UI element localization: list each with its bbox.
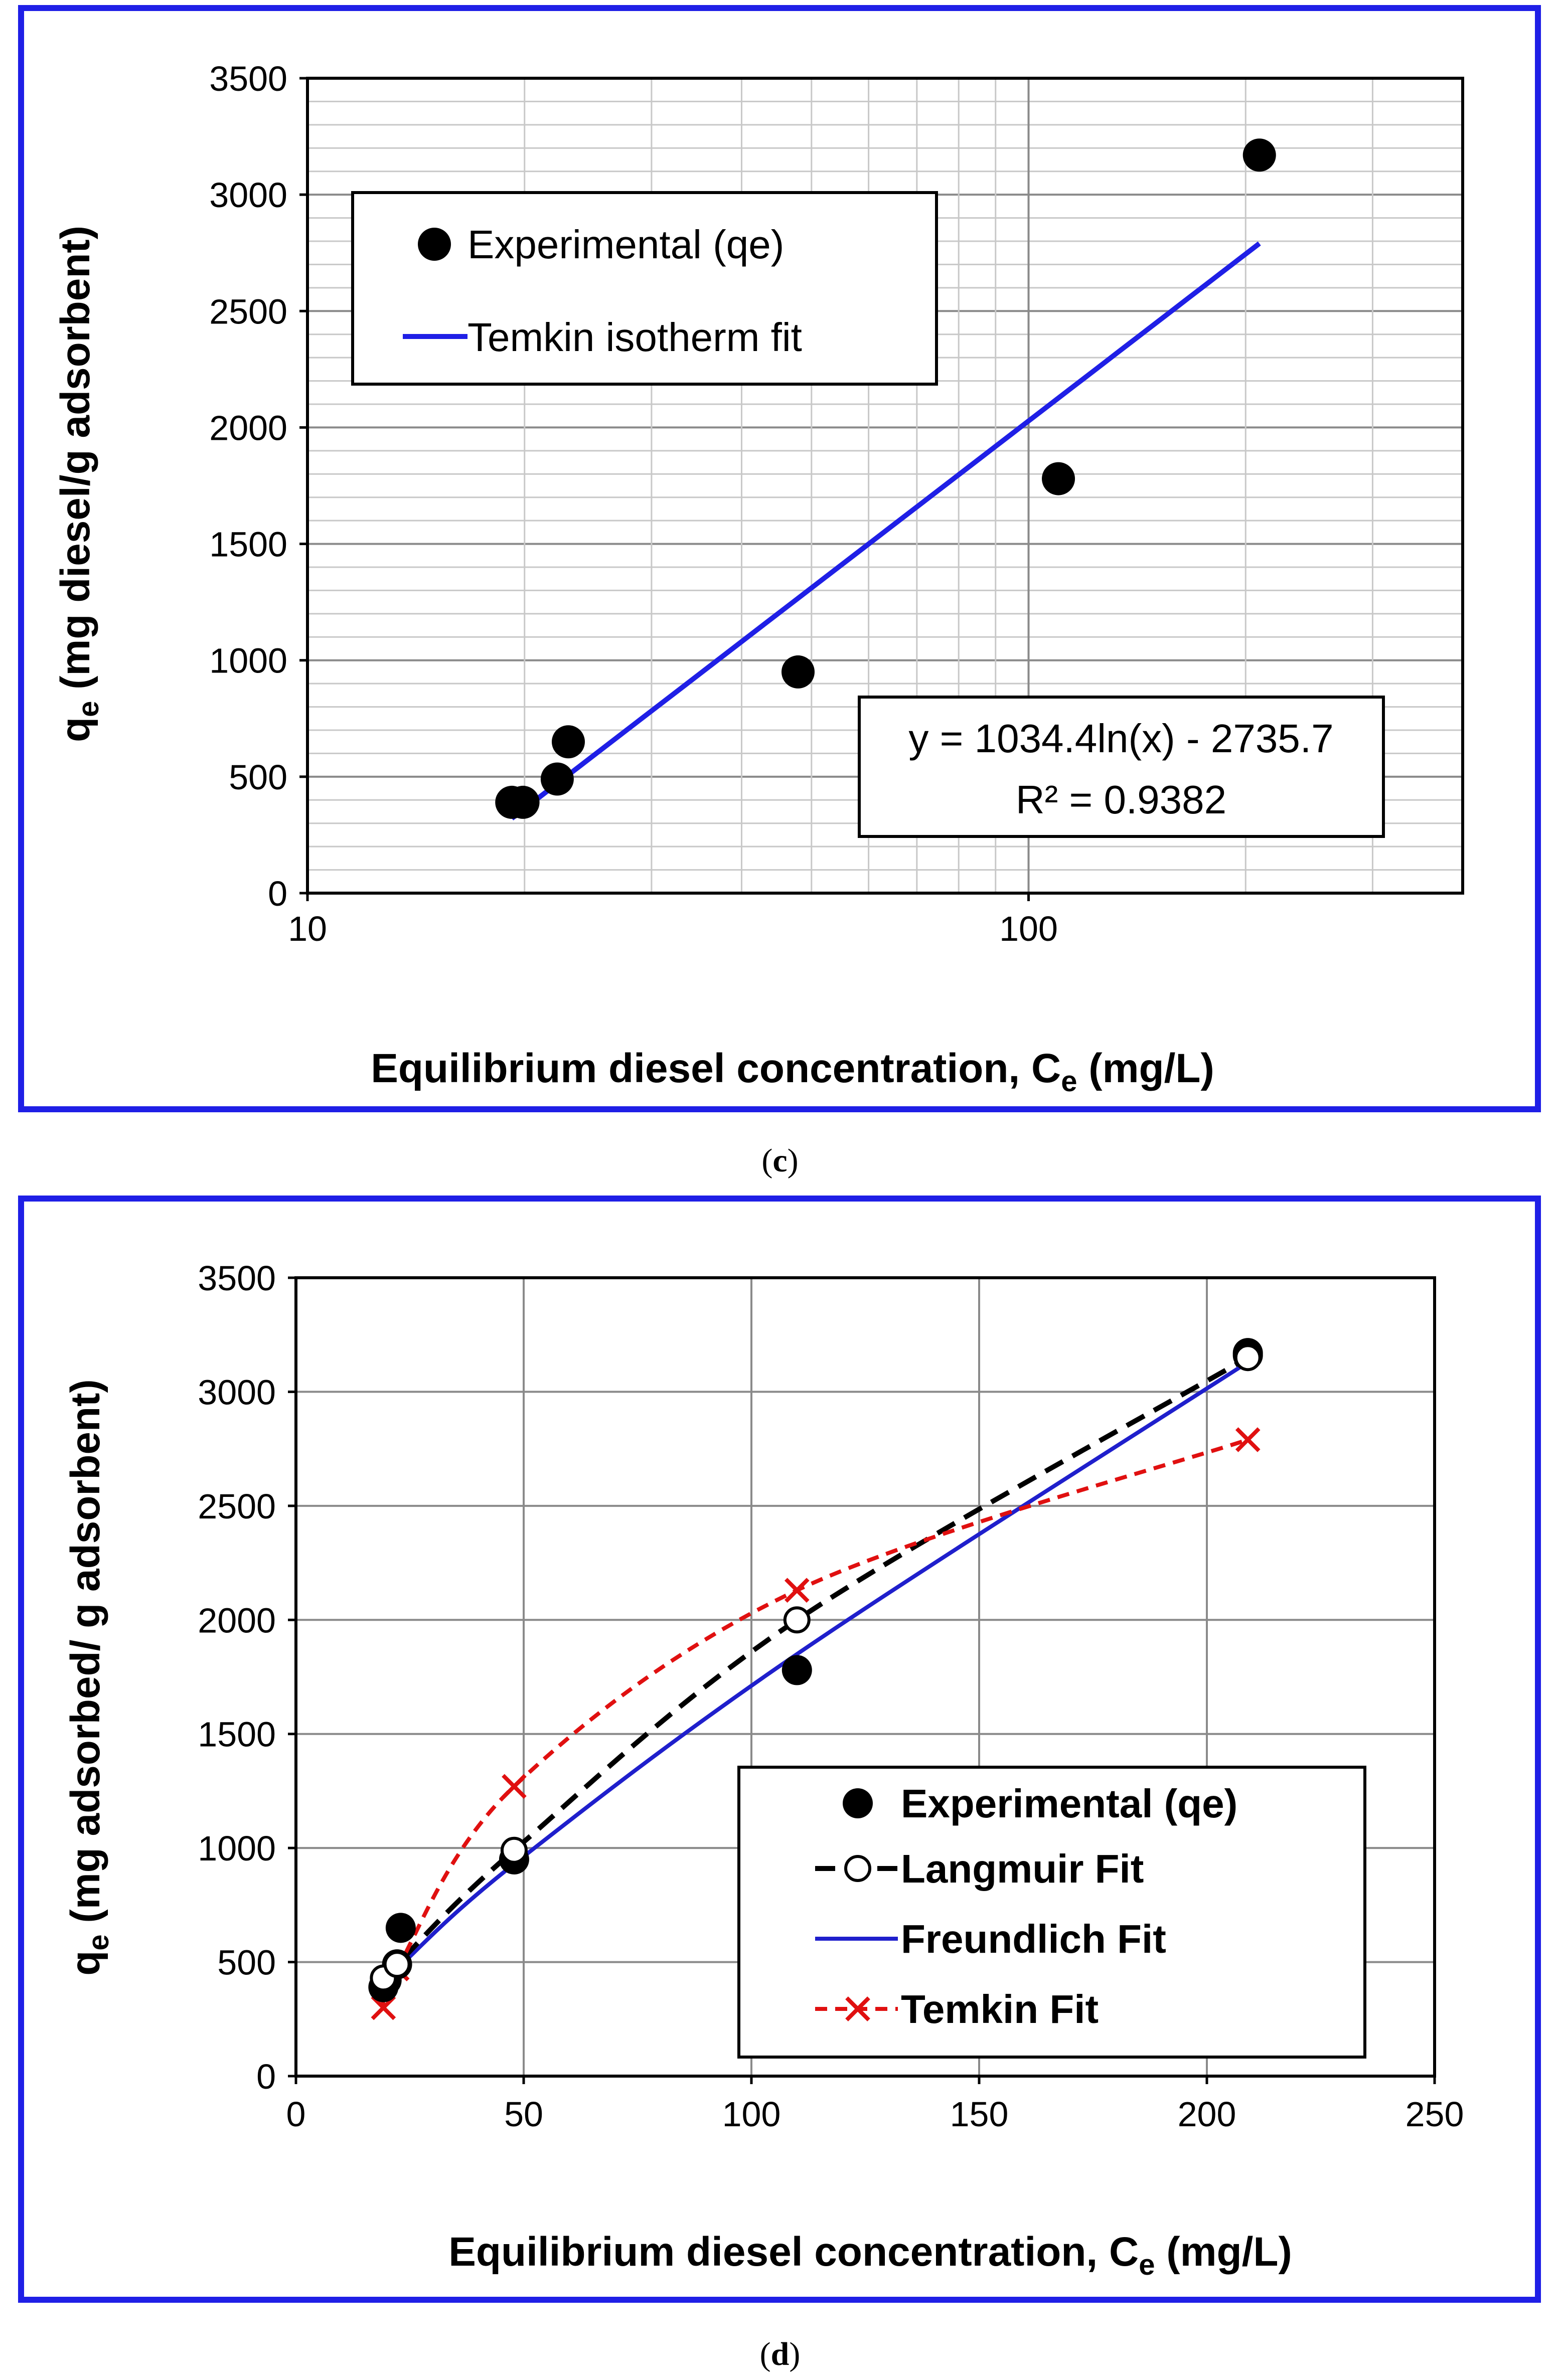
panel-c-y-ticks: 0 500 1000 1500 2000 2500 3000 3500 [209,59,307,913]
y-tick-label: 0 [268,874,287,913]
experimental-point [506,785,540,819]
temkin-fit-line [510,241,1261,820]
y-tick-label: 1500 [198,1715,276,1754]
y-tick-label: 3000 [198,1373,276,1412]
legend-d-langmuir-marker [844,1855,871,1882]
panel-d-y-axis-label: qe (mg adsorbed/ g adsorbent) [63,1379,115,1975]
legend-temkin-label: Temkin isotherm fit [467,315,802,360]
y-tick-label: 3500 [209,59,287,98]
equation-text: y = 1034.4ln(x) - 2735.7 [908,716,1333,761]
legend-experimental-label: Experimental (qe) [467,222,784,267]
y-tick-label: 500 [229,758,287,797]
caption-c: (c) [761,1142,798,1179]
r-squared-text: R² = 0.9382 [1016,777,1226,822]
langmuir-point [383,1951,411,1978]
temkin-point [784,1578,810,1603]
y-tick-label: 3000 [209,176,287,215]
panel-c-marks [495,138,1276,820]
langmuir-point [1234,1344,1262,1372]
panel-c-y-axis-label: qe (mg diesel/g adsorbent) [53,226,105,742]
x-tick-label: 150 [950,2095,1009,2134]
legend-d-temkin-label: Temkin Fit [901,1987,1099,2031]
panel-d-frame [18,1196,1541,2303]
experimental-point [781,655,815,689]
y-tick-label: 2500 [198,1487,276,1526]
panel-c-x-axis-label: Equilibrium diesel concentration, Ce (mg… [371,1046,1214,1098]
experimental-point [540,762,574,796]
y-tick-label: 2000 [198,1601,276,1640]
temkin-fit-line [381,1438,1249,2008]
panel-d-marks [368,1338,1263,2020]
panel-c-x-ticks: 10 100 [288,893,1058,948]
panel-c-equation: y = 1034.4ln(x) - 2735.7 R² = 0.9382 [858,696,1385,838]
x-tick-label: 250 [1406,2095,1464,2134]
temkin-point [1235,1427,1261,1452]
panel-d-x-ticks: 0 50 100 150 200 250 [286,2076,1464,2134]
experimental-point [1242,138,1276,172]
legend-d-freundlich-label: Freundlich Fit [901,1917,1166,1961]
x-tick-label: 10 [288,909,327,948]
experimental-point [551,725,585,759]
x-tick-label: 50 [504,2095,543,2134]
panel-d: 0 500 1000 1500 2000 2500 3000 3500 0 50 100 150 20… [18,1196,1541,2303]
panel-d-x-axis-label: Equilibrium diesel concentration, Ce (mg… [448,2229,1292,2281]
x-tick-label: 200 [1178,2095,1236,2134]
panel-c: 0 500 1000 1500 2000 2500 3000 3500 10 100 Exper… [18,5,1541,1112]
y-tick-label: 0 [256,2057,276,2096]
caption-d: (d) [760,2336,801,2372]
y-tick-label: 1500 [209,525,287,564]
panel-d-y-ticks: 0 500 1000 1500 2000 2500 3000 3500 [198,1259,296,2096]
y-tick-label: 1000 [209,641,287,681]
legend-d-experimental-label: Experimental (qe) [901,1781,1237,1826]
x-tick-label: 0 [286,2095,306,2134]
legend-d-temkin-marker [845,1996,870,2021]
panel-d-plot-area [294,1276,1436,2078]
experimental-point [782,1655,812,1685]
langmuir-fit-line [380,1355,1250,1981]
experimental-point [1042,462,1075,495]
temkin-point [502,1774,527,1799]
y-tick-label: 1000 [198,1829,276,1868]
legend-d-langmuir-label: Langmuir Fit [901,1846,1144,1891]
x-tick-label: 100 [999,909,1058,948]
panel-c-plot-area [306,77,1464,895]
langmuir-point [783,1606,811,1634]
experimental-point [385,1913,416,1943]
langmuir-point [500,1836,528,1864]
y-tick-label: 3500 [198,1259,276,1298]
panel-c-legend-box [351,191,938,386]
y-tick-label: 2500 [209,292,287,331]
panel-c-equation-box [858,696,1385,838]
legend-d-experimental-marker [843,1788,873,1818]
y-tick-label: 2000 [209,408,287,447]
x-tick-label: 100 [722,2095,781,2134]
y-tick-label: 500 [217,1943,276,1982]
legend-experimental-marker [418,228,451,261]
temkin-point [371,1995,396,2020]
panel-c-legend: Experimental (qe) Temkin isotherm fit [351,191,938,386]
panel-d-legend: Experimental (qe) Langmuir Fit Freundlic… [737,1766,1366,2059]
